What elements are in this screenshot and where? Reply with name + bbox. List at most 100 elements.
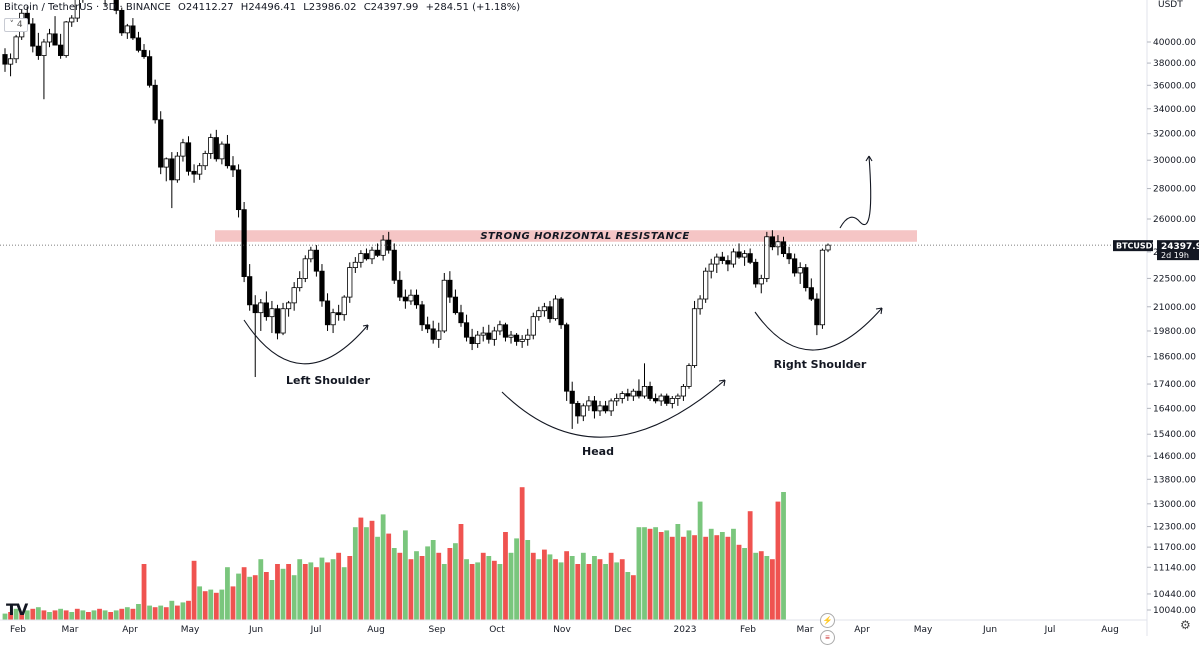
candle bbox=[520, 335, 524, 348]
candle bbox=[564, 323, 568, 401]
gear-icon[interactable]: ⚙ bbox=[1180, 618, 1191, 632]
candle bbox=[164, 157, 168, 181]
volume-bar bbox=[297, 559, 302, 620]
candle bbox=[542, 303, 546, 317]
volume-bar bbox=[642, 527, 647, 620]
tradingview-logo-icon[interactable]: TV bbox=[6, 600, 27, 619]
candle bbox=[498, 321, 502, 335]
side-icons: ⚡ ≡ bbox=[820, 613, 835, 647]
candle bbox=[631, 389, 635, 401]
candle bbox=[375, 243, 379, 257]
indicator-toggle-button[interactable]: ˅ 4 bbox=[4, 18, 28, 32]
time-tick-label: May bbox=[181, 625, 200, 635]
candle bbox=[153, 80, 157, 124]
volume-bar bbox=[153, 607, 158, 620]
volume-bar bbox=[358, 518, 363, 620]
volume-bar bbox=[158, 606, 163, 620]
candle bbox=[425, 317, 429, 333]
candle bbox=[359, 250, 363, 267]
volume-bar bbox=[409, 559, 414, 620]
price-tick-label: 40000.00 bbox=[1153, 38, 1196, 48]
volume-bar bbox=[559, 562, 564, 620]
volume-bar bbox=[720, 532, 725, 620]
volume-bar bbox=[447, 548, 452, 620]
candle bbox=[731, 248, 735, 267]
volume-bar bbox=[80, 610, 85, 620]
volume-bar bbox=[681, 537, 686, 620]
candle bbox=[342, 295, 346, 321]
candle bbox=[548, 301, 552, 323]
volume-bar bbox=[308, 562, 313, 620]
candle bbox=[581, 403, 585, 421]
breakout-projection-arrow bbox=[840, 156, 871, 228]
volume-bar bbox=[192, 561, 197, 620]
indicator-count: 4 bbox=[17, 20, 23, 30]
candle bbox=[687, 363, 691, 388]
volume-bar bbox=[242, 567, 247, 620]
volume-bar bbox=[714, 535, 719, 620]
candle bbox=[286, 301, 290, 317]
volume-bar bbox=[303, 564, 308, 620]
volume-bar bbox=[503, 532, 508, 620]
candle bbox=[787, 247, 791, 264]
volume-bar bbox=[742, 548, 747, 620]
candle bbox=[754, 259, 758, 288]
time-tick-label: Oct bbox=[489, 625, 505, 635]
candle bbox=[181, 139, 185, 162]
volume-bar bbox=[186, 601, 191, 620]
volume-bar bbox=[231, 586, 236, 620]
ohlc-close: C24397.99 bbox=[364, 2, 419, 13]
candle bbox=[58, 34, 62, 59]
volume-bar bbox=[492, 561, 497, 620]
candle bbox=[481, 327, 485, 342]
volume-bar bbox=[737, 545, 742, 620]
time-tick-label: Jun bbox=[982, 625, 997, 635]
flag-icon[interactable]: ≡ bbox=[820, 630, 835, 645]
candle bbox=[703, 268, 707, 303]
volume-bar bbox=[392, 548, 397, 620]
price-tick-label: 14600.00 bbox=[1153, 452, 1196, 462]
candle bbox=[759, 275, 763, 294]
time-tick-label: Mar bbox=[62, 625, 79, 635]
volume-bar bbox=[464, 559, 469, 620]
volume-bar bbox=[164, 607, 169, 620]
time-tick-label: Jul bbox=[1044, 625, 1056, 635]
volume-bar bbox=[670, 537, 675, 620]
volume-bar bbox=[753, 553, 758, 620]
candle bbox=[503, 323, 507, 342]
volume-bar bbox=[314, 567, 319, 620]
volume-bar bbox=[486, 556, 491, 620]
candle bbox=[659, 394, 663, 406]
volume-bar bbox=[364, 527, 369, 620]
volume-bar bbox=[436, 553, 441, 620]
candle bbox=[242, 202, 246, 282]
candle bbox=[487, 325, 491, 344]
candle bbox=[309, 247, 313, 263]
volume-bar bbox=[208, 590, 213, 620]
volume-bar bbox=[275, 564, 280, 620]
candle bbox=[42, 39, 46, 99]
volume-bar bbox=[119, 609, 124, 620]
volume-bar bbox=[520, 487, 525, 620]
volume-bar bbox=[175, 606, 180, 620]
lightning-icon[interactable]: ⚡ bbox=[820, 613, 835, 628]
volume-bar bbox=[698, 502, 703, 620]
volume-bar bbox=[53, 610, 58, 620]
currency-button[interactable]: USDT bbox=[1158, 0, 1183, 10]
candle bbox=[642, 363, 646, 398]
volume-bar bbox=[570, 556, 575, 620]
volume-bar bbox=[181, 602, 186, 620]
volume-bar bbox=[481, 553, 486, 620]
volume-bar bbox=[214, 593, 219, 620]
chart-header: Bitcoin / TetherUS · 3D · BINANCE O24112… bbox=[4, 2, 524, 13]
volume-bar bbox=[586, 564, 591, 620]
candle bbox=[225, 135, 229, 169]
candle bbox=[125, 24, 129, 39]
symbol-title[interactable]: Bitcoin / TetherUS · 3D · BINANCE bbox=[4, 2, 171, 13]
candle bbox=[320, 264, 324, 307]
volume-bar bbox=[30, 609, 35, 620]
candle bbox=[681, 384, 685, 401]
candle bbox=[159, 111, 163, 174]
candle bbox=[142, 44, 146, 59]
